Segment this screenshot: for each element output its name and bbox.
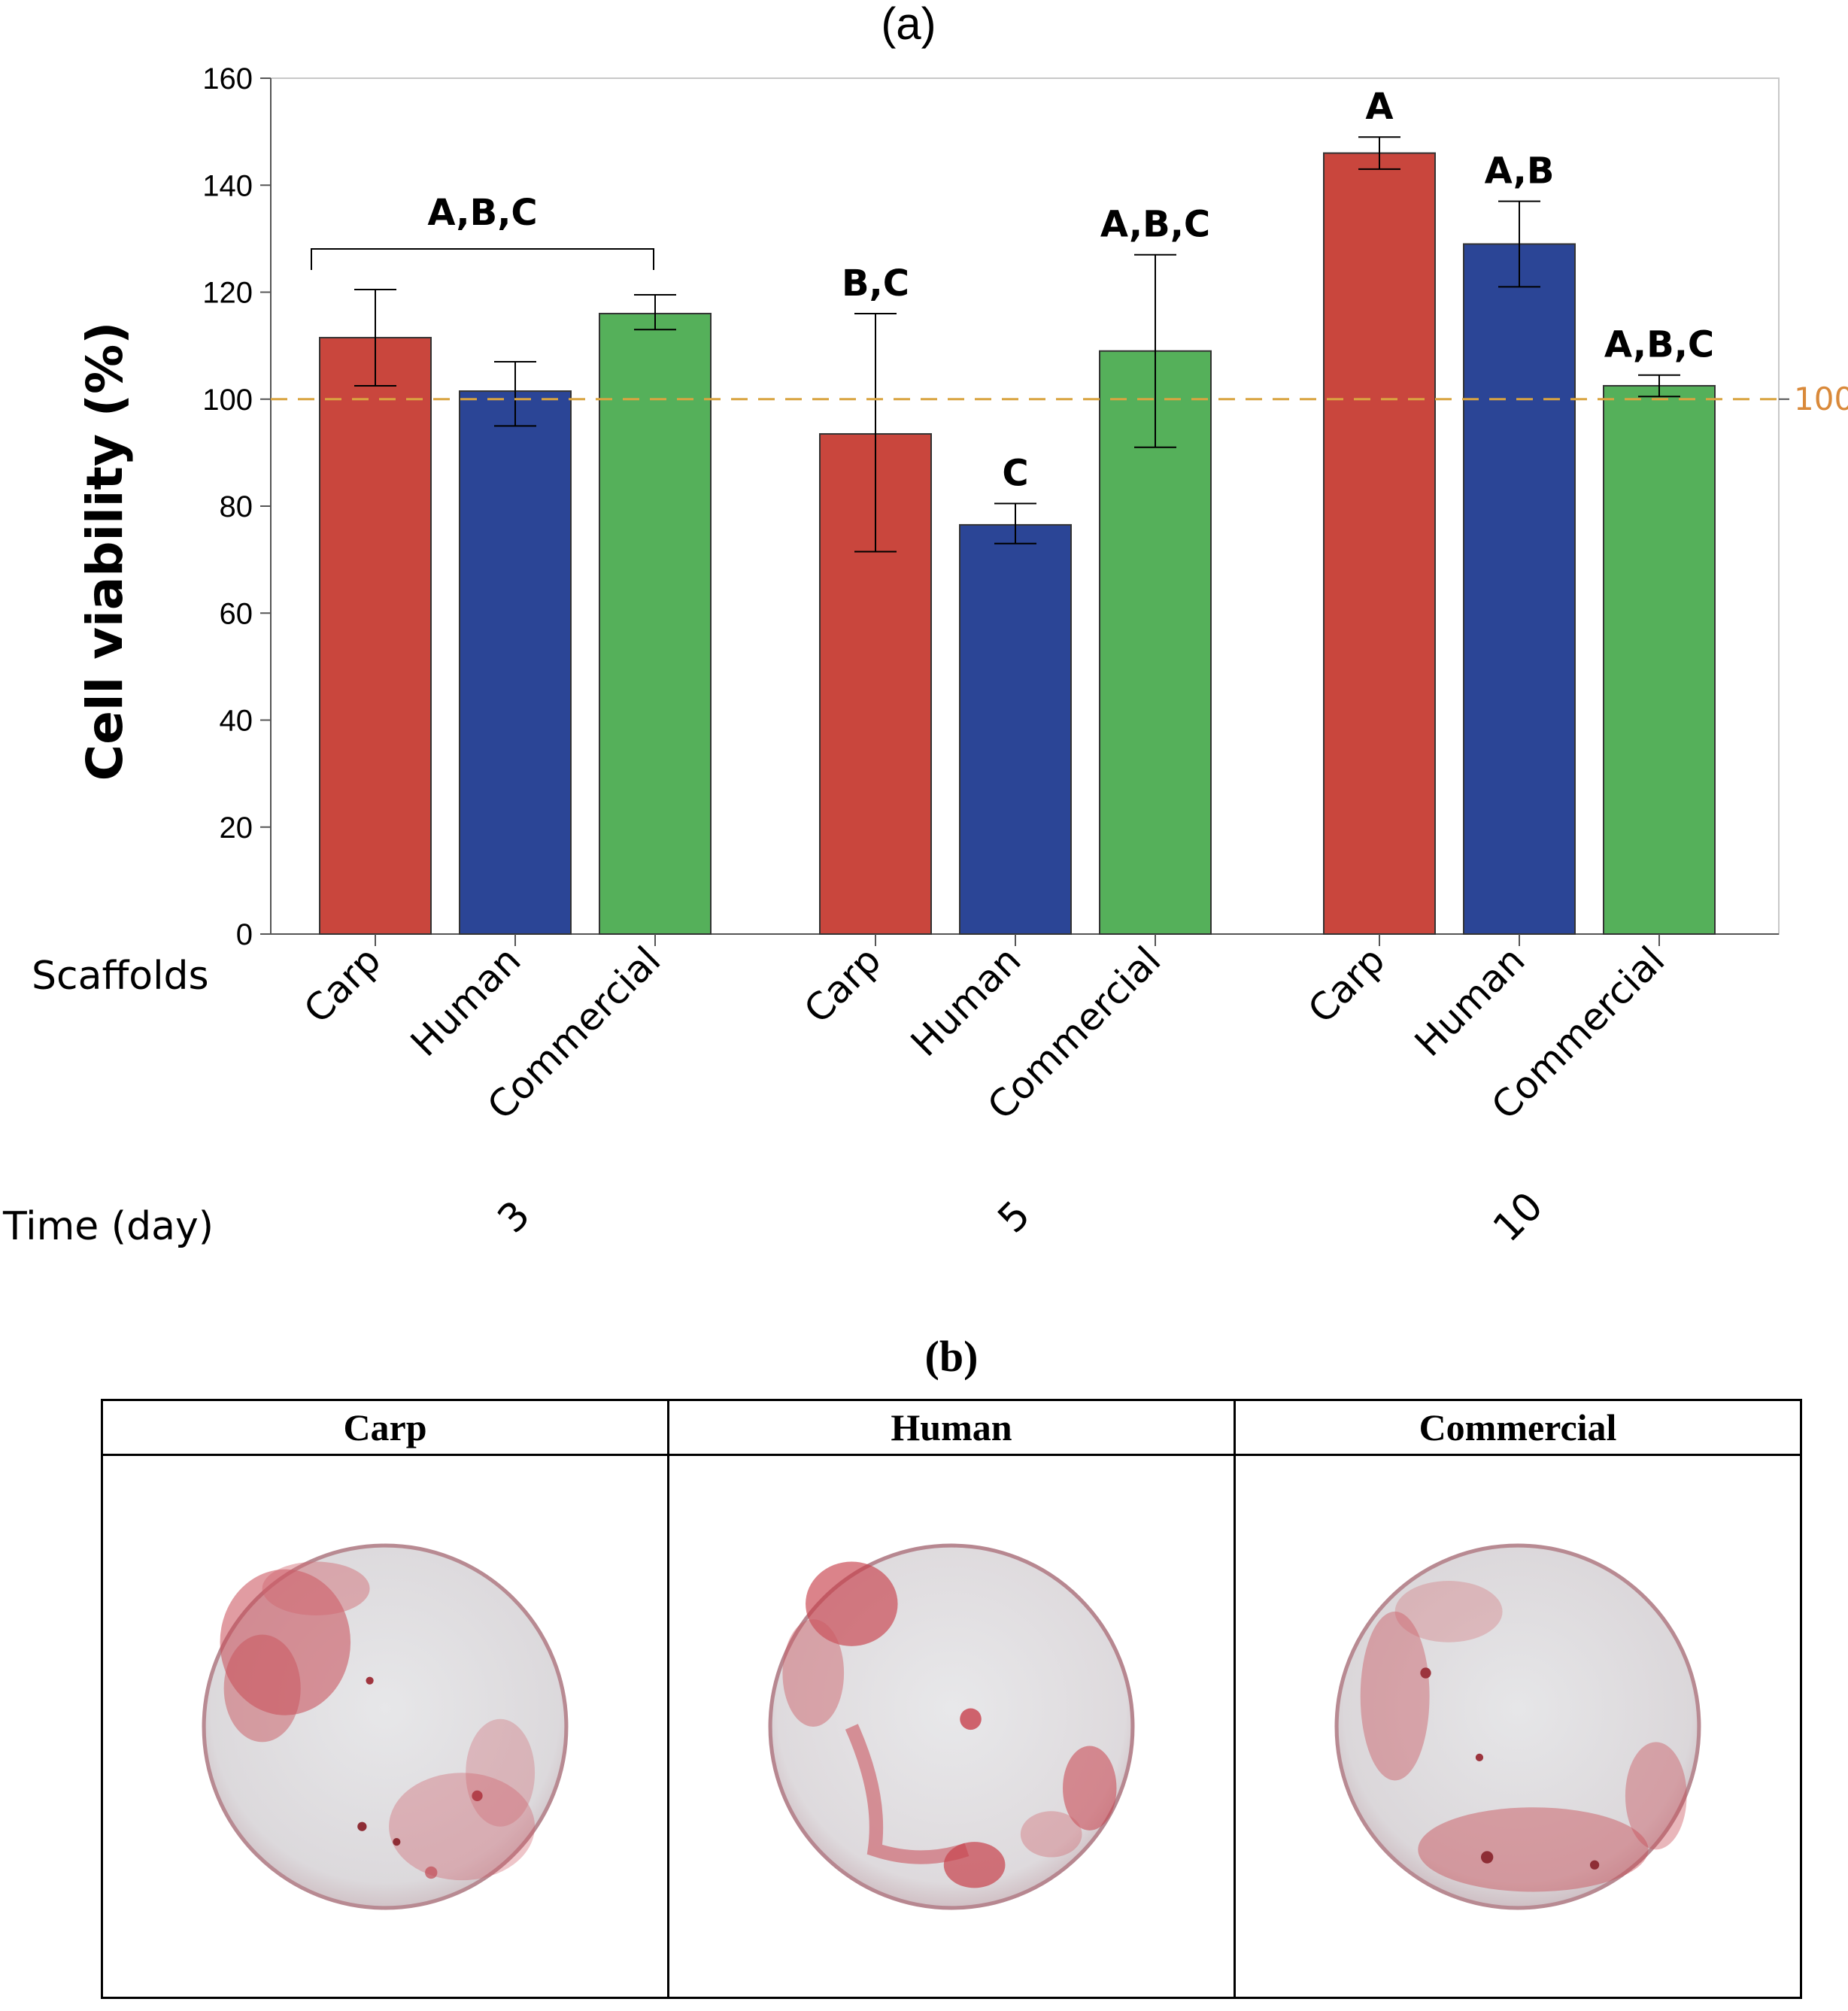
photo-column-carp: Carp [103,1401,669,1997]
significance-letter: A,B,C [1604,324,1714,366]
x-scaffold-label: Carp [296,938,389,1031]
x-scaffold-label: Human [1406,938,1534,1065]
photo-cell-carp [103,1456,667,1997]
commercial-stained-dish-image [1334,1543,1701,1909]
reference-line-label: 100 [1794,381,1848,417]
photo-header-carp: Carp [103,1401,667,1456]
photo-cell-commercial [1236,1456,1800,1997]
bar-human [959,523,1072,935]
significance-bracket-label: A,B,C [427,192,537,234]
photo-cell-human [669,1456,1234,1997]
x-scaffold-label: Carp [796,938,889,1031]
y-tick-label: 160 [202,62,253,96]
x-time-label: 3 [490,1193,539,1242]
bar-chart: (a) Cell viability (%) 0 20 40 60 80 100 120 14… [2,0,1848,1251]
y-tick-label: 120 [202,277,253,310]
bar-commercial [1099,350,1212,935]
x-time-label: 10 [1485,1184,1552,1251]
y-tick-label: 140 [202,169,253,202]
bar-commercial [1603,384,1716,935]
bar-carp [1323,152,1436,936]
significance-bracket [311,248,654,270]
panel-a-label: (a) [881,0,936,49]
bar-carp [319,336,432,935]
significance-letter: A,B [1485,150,1555,193]
x-time-label: 5 [990,1193,1039,1242]
x-scaffold-label: Human [903,938,1030,1065]
carp-stained-dish-image [202,1543,569,1909]
scaffolds-row-label: Scaffolds [32,954,209,999]
bar-human [459,390,572,935]
significance-letter: C [1002,452,1028,494]
y-tick-label: 20 [220,811,253,845]
bar-commercial [599,312,712,935]
x-scaffold-label: Carp [1300,938,1393,1031]
y-axis-label: Cell viability (%) [76,322,134,781]
photo-column-human: Human [669,1401,1236,1997]
human-stained-dish-image [768,1543,1135,1909]
photo-header-commercial: Commercial [1236,1401,1800,1456]
x-scaffold-label: Human [402,938,530,1065]
y-tick-label: 40 [220,705,253,738]
y-tick-label: 0 [236,918,253,951]
staining-photo-table: Carp [101,1399,1802,1999]
panel-b-title: (b) [924,1332,979,1381]
photo-column-commercial: Commercial [1236,1401,1800,1997]
bar-human [1463,243,1576,935]
y-tick-label: 80 [220,490,253,523]
significance-letter: B,C [842,262,909,305]
y-tick-label: 100 [202,384,253,417]
time-row-label: Time (day) [2,1204,214,1249]
significance-letter: A [1365,86,1393,128]
y-tick-label: 60 [220,597,253,630]
photo-header-human: Human [669,1401,1234,1456]
significance-letter: A,B,C [1100,204,1210,246]
